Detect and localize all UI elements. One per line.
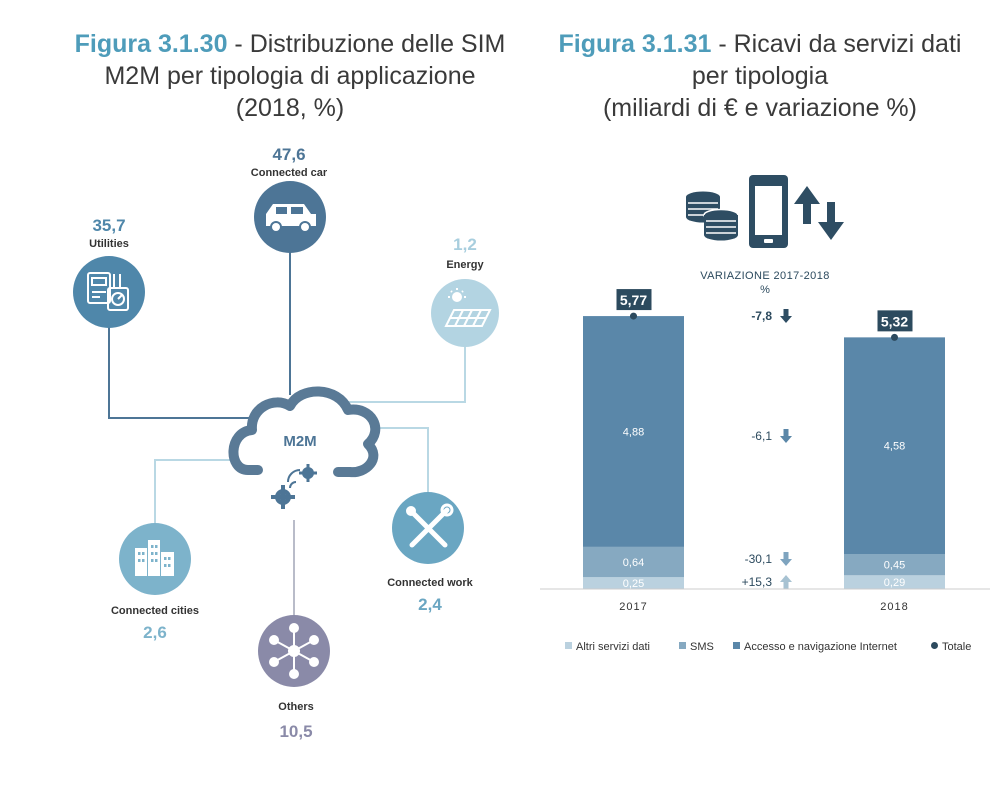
legend-swatch-altri-servizi-dati (565, 642, 572, 649)
total-dot-2017 (630, 312, 637, 320)
total-box-2017 (616, 289, 652, 311)
x-tick-2017: 2017 (619, 601, 647, 613)
bar-altri-servizi-dati-2017 (583, 577, 684, 589)
value-energy: 1,2 (453, 235, 477, 254)
legend-label-totale: Totale (942, 641, 971, 653)
variation-value-3: -30,1 (745, 552, 773, 566)
tools-icon (406, 503, 454, 548)
smartphone-icon (749, 175, 788, 248)
variation-value-4: +15,3 (742, 575, 773, 589)
variation-arrow-down-icon (780, 552, 792, 566)
revenue-bar-chart: VARIAZIONE 2017-2018 % 0,250,644,885,770… (540, 175, 990, 653)
legend-swatch-sms (679, 642, 686, 649)
transfer-arrows-icon (794, 186, 844, 240)
legend-label-sms: SMS (690, 641, 714, 653)
bar-accesso-e-navigazione-internet-2018 (844, 337, 945, 554)
node-utilities (73, 256, 145, 328)
bar-sms-2017 (583, 546, 684, 578)
legend-swatch-accesso-e-navigazione-internet (733, 642, 740, 649)
label-connected-cities: Connected cities (111, 605, 199, 617)
x-tick-labels: 2017 2018 (619, 601, 908, 613)
data-label-accesso-e-navigazione-internet-2017: 4,88 (623, 426, 644, 438)
value-utilities: 35,7 (92, 216, 125, 235)
label-utilities: Utilities (89, 238, 129, 250)
variations-group: -7,8 -6,1 -30,1 +15,3 (742, 309, 792, 589)
network-icon (269, 623, 319, 679)
node-connected-car (254, 181, 326, 253)
right-figure-title-line3: (miliardi di € e variazione %) (602, 94, 917, 122)
label-energy: Energy (446, 259, 484, 271)
variation-unit: % (760, 284, 770, 296)
variation-value-1: -7,8 (751, 309, 772, 323)
total-dot-2018 (891, 333, 898, 341)
legend-swatch-totale (931, 642, 938, 649)
node-connected-cities (119, 523, 191, 595)
legend: Altri servizi dati SMS Accesso e navigazio… (565, 641, 971, 653)
left-figure-title-line2: M2M per tipologia di applicazione (104, 62, 476, 90)
bars-group: 0,25 0,64 4,88 5,77 0,29 0,45 4,58 5,32 (583, 289, 945, 590)
right-figure-number: Figura 3.1.31 (558, 30, 712, 58)
label-connected-car: Connected car (251, 167, 328, 179)
data-label-accesso-e-navigazione-internet-2018: 4,58 (884, 441, 905, 453)
gears-icon (271, 464, 317, 509)
value-connected-cities: 2,6 (143, 623, 167, 642)
total-box-2018 (877, 310, 913, 332)
data-label-sms-2018: 0,45 (884, 560, 905, 572)
data-label-altri-servizi-dati-2017: 0,25 (623, 578, 644, 590)
bar-sms-2018 (844, 553, 945, 576)
bar-accesso-e-navigazione-internet-2017 (583, 316, 684, 547)
value-others: 10,5 (279, 722, 312, 741)
label-connected-work: Connected work (387, 577, 473, 589)
meter-icon (87, 272, 129, 311)
value-connected-work: 2,4 (418, 595, 442, 614)
total-label-2018: 5,32 (881, 313, 908, 329)
variation-arrow-up-icon (780, 575, 792, 589)
x-tick-2018: 2018 (880, 601, 908, 613)
node-energy (431, 279, 499, 347)
variation-arrow-down-icon (780, 429, 792, 443)
node-others (258, 615, 330, 687)
connector-energy (330, 345, 466, 403)
right-figure-title: Figura 3.1.31 - Ricavi da servizi dati p… (540, 28, 980, 124)
bar-altri-servizi-dati-2018 (844, 575, 945, 589)
right-figure-title-line2: per tipologia (691, 62, 829, 90)
label-others: Others (278, 701, 313, 713)
total-label-2017: 5,77 (620, 292, 647, 308)
variation-value-2: -6,1 (751, 429, 772, 443)
buildings-icon (135, 540, 174, 576)
connector-connected-cities (154, 459, 250, 525)
car-icon (266, 204, 316, 233)
legend-label-accesso-e-navigazione-internet: Accesso e navigazione Internet (744, 641, 897, 653)
legend-label-altri-servizi-dati: Altri servizi dati (576, 641, 650, 653)
left-figure-title: Figura 3.1.30 - Distribuzione delle SIM … (40, 28, 540, 124)
variation-arrow-down-icon (780, 309, 792, 323)
connector-connected-work (362, 427, 429, 495)
left-figure-title-part1: - Distribuzione delle SIM (227, 30, 506, 58)
cloud-icon: M2M (228, 386, 381, 478)
right-figure-title-part1: - Ricavi da servizi dati (711, 30, 962, 58)
left-figure-number: Figura 3.1.30 (74, 30, 228, 58)
data-label-altri-servizi-dati-2018: 0,29 (884, 577, 905, 589)
value-connected-car: 47,6 (272, 145, 305, 164)
center-label: M2M (283, 433, 316, 450)
data-label-sms-2017: 0,64 (623, 557, 644, 569)
connector-lines (108, 252, 466, 616)
m2m-diagram: M2M (73, 145, 499, 741)
coins-icon (686, 191, 739, 241)
solar-panel-icon (444, 288, 492, 327)
variation-header: VARIAZIONE 2017-2018 (700, 270, 829, 282)
left-figure-title-line3: (2018, %) (235, 94, 345, 122)
connector-utilities (108, 322, 270, 419)
node-connected-work (392, 492, 464, 564)
